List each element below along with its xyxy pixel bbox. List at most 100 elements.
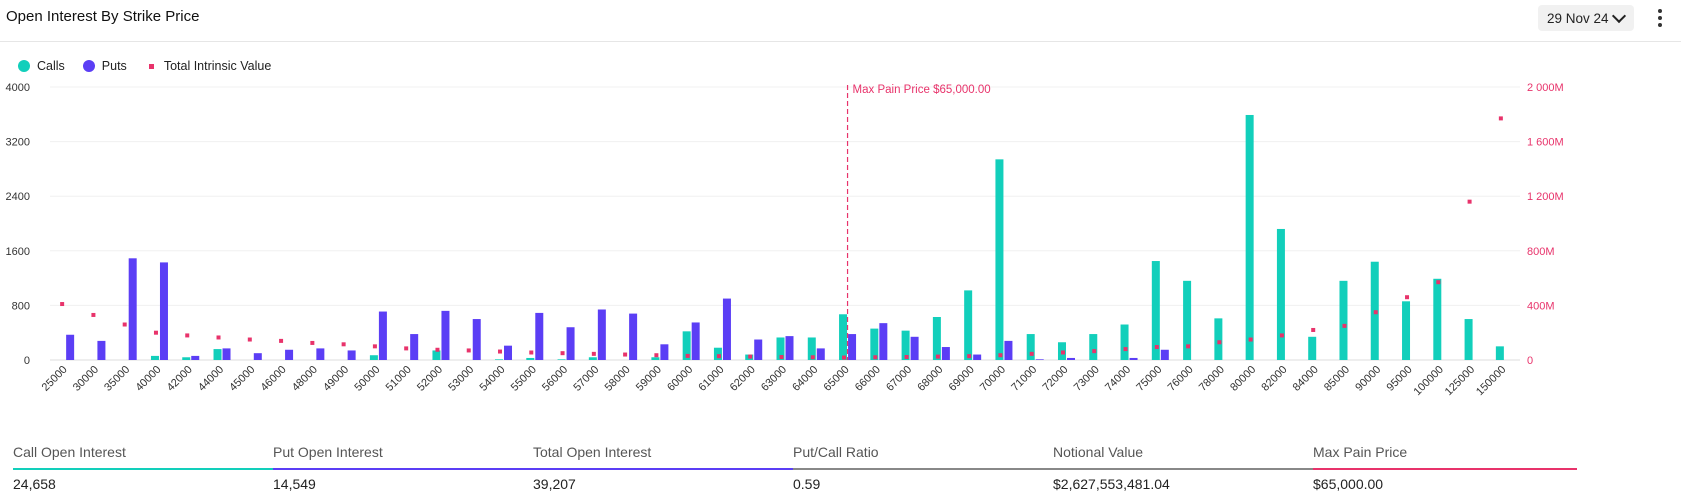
intrinsic-value-marker [716,354,721,359]
x-tick-label: 44000 [196,364,226,394]
calls-bar [901,330,910,360]
intrinsic-value-marker [810,355,815,360]
stat-underline [1313,468,1577,470]
intrinsic-value-marker [372,344,377,349]
puts-legend-marker [82,60,95,72]
y-left-tick-label: 1600 [6,246,30,258]
y-left-tick-label: 3200 [6,137,30,149]
puts-bar [159,262,168,360]
x-tick-label: 55000 [509,364,539,394]
y-right-tick-label: 1 600M [1527,137,1564,149]
x-tick-label: 78000 [1197,364,1227,394]
x-tick-label: 64000 [790,364,820,394]
calls-bar [1276,228,1285,360]
intrinsic-value-marker [1498,116,1503,121]
max-pain-label: Max Pain Price $65,000.00 [853,84,991,96]
intrinsic-value-marker [1092,349,1097,354]
stat-put-open-interest: Put Open Interest 14,549 [273,442,537,498]
intrinsic-value-marker [1405,295,1410,300]
x-tick-label: 67000 [884,364,914,394]
x-tick-label: 70000 [978,364,1008,394]
y-right-tick-label: 1 200M [1527,191,1564,203]
legend-item-intrinsic[interactable]: Total Intrinsic Value [145,59,271,73]
x-tick-label: 150000 [1474,364,1508,398]
intrinsic-value-marker [1029,351,1034,356]
intrinsic-value-marker [873,355,878,360]
calls-bar [1089,334,1098,360]
calls-bar [995,159,1004,360]
puts-bar [128,258,137,360]
intrinsic-value-marker [185,333,190,338]
calls-bar [1026,334,1035,360]
calls-bar [526,357,535,360]
calls-bar [495,359,504,360]
puts-bar [222,348,231,360]
intrinsic-legend-marker [148,63,154,69]
calls-bar [1495,346,1504,360]
stat-value: 14,549 [273,476,316,492]
x-tick-label: 54000 [478,364,508,394]
y-left-tick-label: 4000 [6,82,30,94]
intrinsic-value-marker [779,354,784,359]
calls-bar [1120,324,1129,360]
x-tick-label: 62000 [728,364,758,394]
puts-bar [66,334,75,360]
y-right-tick-label: 0 [1527,355,1533,367]
x-tick-label: 82000 [1259,364,1289,394]
puts-bar [1004,340,1013,360]
intrinsic-value-marker [247,337,252,342]
calls-bar [369,355,378,360]
puts-bar [597,309,606,360]
more-options-icon[interactable] [1652,7,1668,29]
intrinsic-value-marker [1436,280,1441,285]
stat-underline [1053,468,1317,470]
puts-bar [848,334,857,360]
x-tick-label: 59000 [634,364,664,394]
x-tick-label: 69000 [947,364,977,394]
calls-bar [1183,280,1192,360]
calls-bar [932,317,941,360]
stat-underline [13,468,277,470]
legend-label-intrinsic: Total Intrinsic Value [163,59,272,73]
calls-bar [1214,318,1223,360]
x-tick-label: 53000 [446,364,476,394]
x-tick-label: 95000 [1385,364,1415,394]
x-tick-label: 52000 [415,364,445,394]
calls-bar [432,350,441,360]
date-select[interactable]: 29 Nov 24 [1538,5,1634,31]
puts-bar [629,313,638,360]
intrinsic-value-marker [91,312,96,317]
stat-underline [793,468,1057,470]
x-tick-label: 49000 [321,364,351,394]
intrinsic-value-marker [122,322,127,327]
intrinsic-value-marker [498,349,503,354]
chart-legend: Calls Puts Total Intrinsic Value [18,57,289,75]
puts-bar [910,336,919,360]
puts-bar [879,323,888,360]
y-left-tick-label: 0 [24,355,30,367]
x-tick-label: 50000 [352,364,382,394]
y-right-tick-label: 2 000M [1527,82,1564,94]
stat-label: Total Open Interest [533,444,652,460]
legend-item-calls[interactable]: Calls [18,59,65,73]
legend-item-puts[interactable]: Puts [82,59,127,73]
calls-bar [651,357,660,360]
x-tick-label: 42000 [165,364,195,394]
calls-bar [682,331,691,360]
intrinsic-value-marker [560,351,565,356]
x-tick-label: 48000 [290,364,320,394]
x-tick-label: 85000 [1322,364,1352,394]
x-tick-label: 65000 [822,364,852,394]
calls-bar [1245,114,1254,360]
x-tick-label: 57000 [571,364,601,394]
puts-bar [535,312,544,360]
intrinsic-value-marker [310,340,315,345]
page-title: Open Interest By Strike Price [6,8,200,25]
stat-call-open-interest: Call Open Interest 24,658 [13,442,277,498]
x-tick-label: 56000 [540,364,570,394]
intrinsic-value-marker [623,352,628,357]
date-select-value: 29 Nov 24 [1547,10,1609,26]
calls-bar [182,357,191,360]
puts-bar [253,353,262,360]
